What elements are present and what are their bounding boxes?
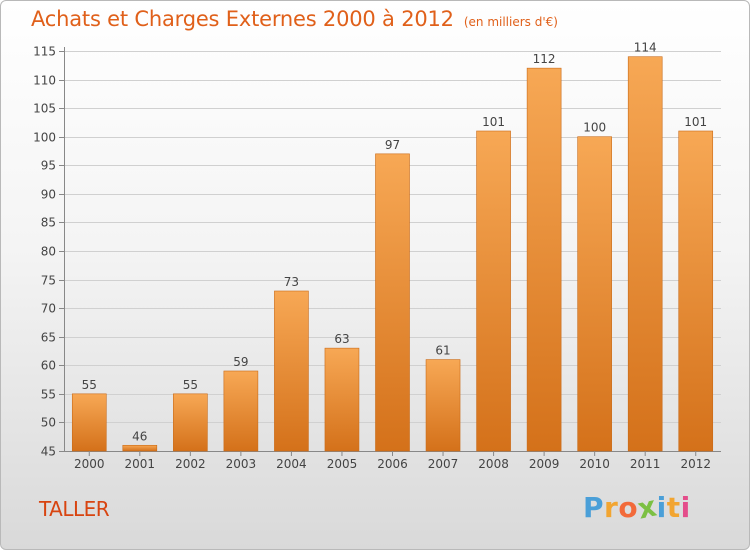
- logo-letter: P: [583, 491, 605, 524]
- bar: [627, 56, 663, 452]
- y-tick-label: 65: [41, 331, 56, 345]
- bar-value-label: 55: [183, 378, 198, 392]
- y-tick-label: 75: [41, 274, 56, 288]
- y-tick-label: 100: [33, 131, 56, 145]
- logo-letter: r: [604, 491, 619, 524]
- chart-title: Achats et Charges Externes 2000 à 2012: [31, 7, 454, 31]
- bar-value-label: 59: [233, 355, 248, 369]
- y-tick-label: 50: [41, 416, 56, 430]
- x-tick-label: 2005: [327, 457, 358, 471]
- bar-value-label: 63: [334, 332, 349, 346]
- x-tick-label: 2001: [125, 457, 156, 471]
- x-tick-label: 2002: [175, 457, 206, 471]
- bar-value-label: 100: [583, 121, 606, 135]
- y-tick-label: 105: [33, 102, 56, 116]
- y-tick-label: 80: [41, 245, 56, 259]
- bar: [122, 444, 158, 452]
- y-tick-label: 55: [41, 388, 56, 402]
- logo-letter: o: [618, 491, 639, 524]
- x-tick-label: 2012: [680, 457, 711, 471]
- x-tick-label: 2011: [630, 457, 661, 471]
- x-tick-label: 2009: [529, 457, 560, 471]
- logo-letter: i: [680, 491, 691, 524]
- bar-value-label: 97: [385, 138, 400, 152]
- bar: [476, 130, 511, 452]
- bar-value-label: 101: [482, 115, 505, 129]
- x-tick-label: 2004: [276, 457, 307, 471]
- bar: [173, 393, 208, 452]
- y-tick-label: 90: [41, 188, 56, 202]
- bar: [71, 393, 107, 452]
- x-tick-label: 2006: [377, 457, 408, 471]
- logo-letter: i: [656, 491, 667, 524]
- bar: [425, 359, 461, 452]
- bar: [678, 130, 714, 452]
- y-tick-label: 85: [41, 216, 56, 230]
- y-tick-label: 45: [41, 445, 56, 459]
- x-tick-label: 2010: [579, 457, 610, 471]
- commune-name: TALLER: [39, 497, 110, 521]
- y-tick-label: 115: [33, 45, 56, 59]
- bar-value-label: 112: [533, 52, 556, 66]
- logo-letter: t: [666, 491, 681, 524]
- y-tick-label: 70: [41, 302, 56, 316]
- bar-value-label: 73: [284, 275, 299, 289]
- bar: [274, 290, 309, 452]
- bar: [526, 67, 562, 452]
- y-tick-label: 60: [41, 359, 56, 373]
- proxiti-logo: Proxiti: [583, 489, 691, 525]
- x-tick-label: 2008: [478, 457, 509, 471]
- bar: [375, 153, 410, 452]
- x-tick-label: 2007: [428, 457, 459, 471]
- x-tick-label: 2003: [226, 457, 257, 471]
- bar-value-label: 55: [82, 378, 97, 392]
- y-tick-label: 95: [41, 159, 56, 173]
- bar: [324, 347, 360, 452]
- bar-value-label: 61: [435, 344, 450, 358]
- bar-value-label: 101: [684, 115, 707, 129]
- bar-value-label: 46: [132, 429, 147, 443]
- title-block: Achats et Charges Externes 2000 à 2012 (e…: [31, 7, 558, 31]
- bar: [577, 136, 612, 452]
- bar: [223, 370, 259, 452]
- chart-subtitle: (en milliers d'€): [463, 15, 558, 29]
- x-tick-label: 2000: [74, 457, 105, 471]
- y-tick-label: 110: [33, 74, 56, 88]
- bar-value-label: 114: [634, 41, 657, 55]
